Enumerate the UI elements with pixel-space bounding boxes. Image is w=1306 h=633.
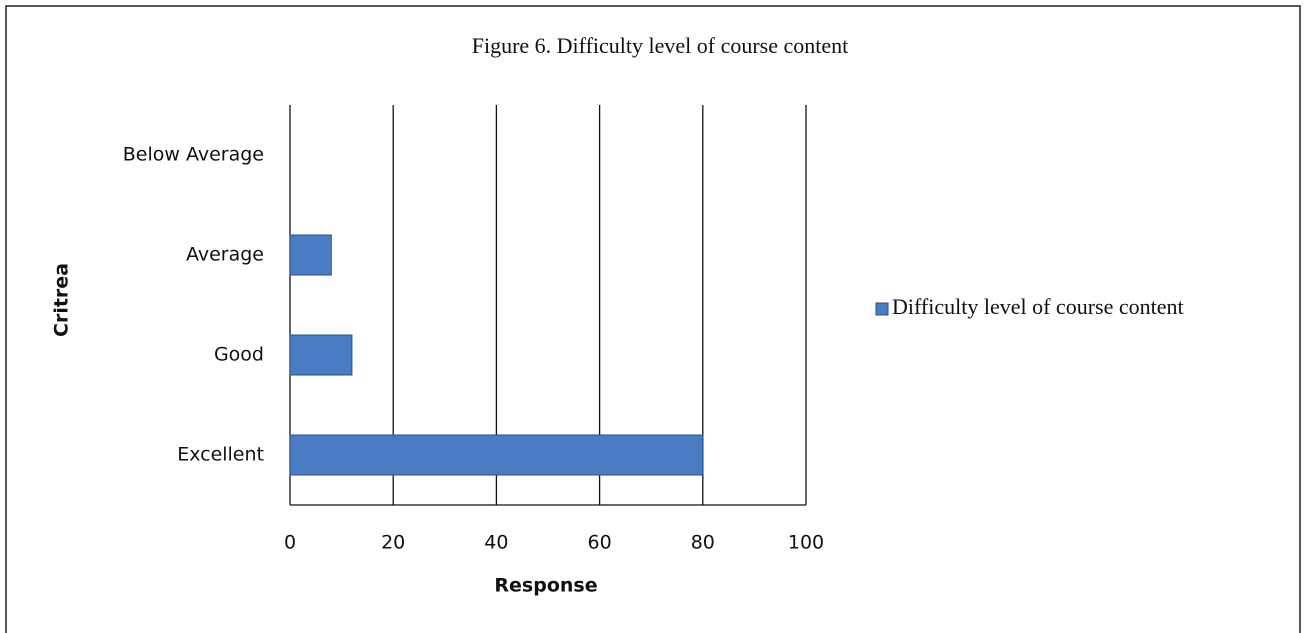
x-tick-label: 40: [484, 532, 508, 554]
chart-title: Figure 6. Difficulty level of course con…: [472, 33, 849, 58]
y-tick-label: Good: [214, 344, 264, 366]
y-tick-label: Below Average: [123, 144, 264, 166]
legend-swatch: [875, 302, 889, 316]
x-tick-label: 20: [381, 532, 405, 554]
bar: [289, 334, 353, 376]
x-axis-label: Response: [494, 575, 597, 597]
y-tick-label: Average: [186, 244, 264, 266]
y-tick-label: Excellent: [177, 444, 264, 466]
x-tick-label: 60: [588, 532, 612, 554]
x-tick-label: 100: [788, 532, 824, 554]
legend-label: Difficulty level of course content: [892, 294, 1184, 319]
x-tick-label: 80: [691, 532, 715, 554]
y-axis-label: Critrea: [51, 263, 73, 337]
bar: [289, 234, 332, 276]
bar: [289, 434, 704, 476]
figure-border: [5, 5, 1301, 633]
x-tick-label: 0: [284, 532, 296, 554]
